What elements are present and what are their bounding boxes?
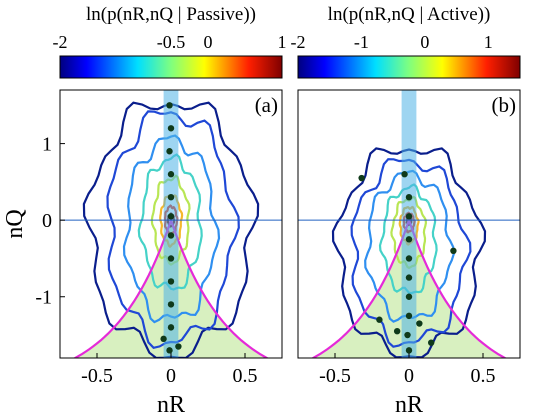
colorbar-a-tick-label: -2: [53, 32, 68, 52]
panel-b-label: (b): [492, 93, 517, 117]
data-point: [405, 213, 413, 220]
data-point: [428, 339, 435, 346]
data-point: [405, 194, 413, 201]
data-point: [376, 316, 383, 323]
plot-b-ticks: -0.5 0 0.5: [319, 353, 496, 387]
plot-a-band: [163, 90, 179, 358]
x-tick-label: 0: [166, 365, 176, 387]
colorbar-a-tick-label: -0.5: [157, 32, 186, 52]
data-point: [405, 236, 413, 243]
data-point: [175, 343, 182, 350]
plot-a-ticks: -0.5 0 0.5 1 0 -1: [35, 134, 257, 387]
colorbar-b-tick-label: 0: [420, 32, 429, 52]
colorbar-a-tick-label: 1: [278, 32, 287, 52]
contour-level: [378, 183, 438, 295]
data-point: [167, 125, 175, 132]
y-tick-label: 1: [42, 134, 52, 156]
data-point: [167, 301, 175, 308]
contour-level: [364, 169, 455, 323]
y-tick-label: 0: [42, 210, 52, 232]
plot-b-area: [298, 90, 520, 358]
data-point: [416, 320, 423, 327]
colorbar-b-tick-label: 1: [484, 32, 493, 52]
contour-level: [82, 101, 260, 358]
data-point: [405, 255, 413, 262]
plot-b-band: [401, 90, 417, 358]
data-point: [166, 148, 173, 155]
data-point: [405, 274, 413, 281]
data-point: [166, 102, 173, 109]
colorbar-b-ticks: -2 -1 0 1: [291, 32, 493, 60]
data-point: [167, 278, 175, 285]
data-point: [167, 324, 175, 331]
panel-b: ln(p(nR,nQ | Active)) -2 -1 0 1 -0.5 0 0.5 (b…: [291, 4, 521, 418]
data-point: [167, 213, 175, 220]
contour-level: [350, 158, 472, 348]
data-point: [167, 232, 175, 239]
data-point: [405, 293, 413, 300]
data-point: [358, 174, 365, 182]
panel-a-label: (a): [255, 93, 278, 117]
plot-a-ylabel: nQ: [2, 209, 28, 238]
plot-b-points: [358, 171, 457, 354]
plot-a-area: [60, 90, 282, 358]
data-point: [167, 194, 175, 201]
colorbar-a-tick-label: 0: [204, 32, 213, 52]
data-point: [160, 335, 167, 343]
colorbar-b-tick-label: -1: [354, 32, 369, 52]
data-point: [450, 247, 457, 254]
colorbar-b: [297, 55, 521, 79]
x-tick-label: -0.5: [319, 365, 351, 387]
contour-level: [137, 153, 203, 291]
x-tick-label: 0.5: [233, 365, 258, 387]
y-tick-label: -1: [35, 287, 52, 309]
data-point: [167, 255, 175, 262]
x-tick-label: 0.5: [471, 365, 496, 387]
colorbar-b-tick-label: -2: [291, 32, 306, 52]
contour-level: [106, 110, 240, 350]
data-point: [167, 171, 175, 178]
data-point: [166, 347, 173, 354]
data-point: [404, 331, 411, 339]
contour-level: [390, 195, 428, 270]
x-tick-label: 0: [404, 365, 414, 387]
colorbar-b-title: ln(p(nR,nQ | Active)): [328, 4, 491, 25]
contour-level: [122, 134, 221, 324]
plot-b-xlabel: nR: [395, 392, 423, 418]
panel-a: ln(p(nR,nQ | Passive)) -2 -0.5 0 1 -0.5 0 0.5…: [2, 4, 287, 418]
data-point: [405, 347, 413, 354]
plot-a-points: [160, 102, 182, 354]
colorbar-a-title: ln(p(nR,nQ | Passive)): [86, 4, 256, 25]
plot-a-xlabel: nR: [157, 392, 185, 418]
x-tick-label: -0.5: [81, 365, 113, 387]
data-point: [393, 328, 401, 335]
colorbar-a: [59, 55, 283, 79]
data-point: [401, 171, 408, 178]
data-point: [405, 312, 413, 320]
